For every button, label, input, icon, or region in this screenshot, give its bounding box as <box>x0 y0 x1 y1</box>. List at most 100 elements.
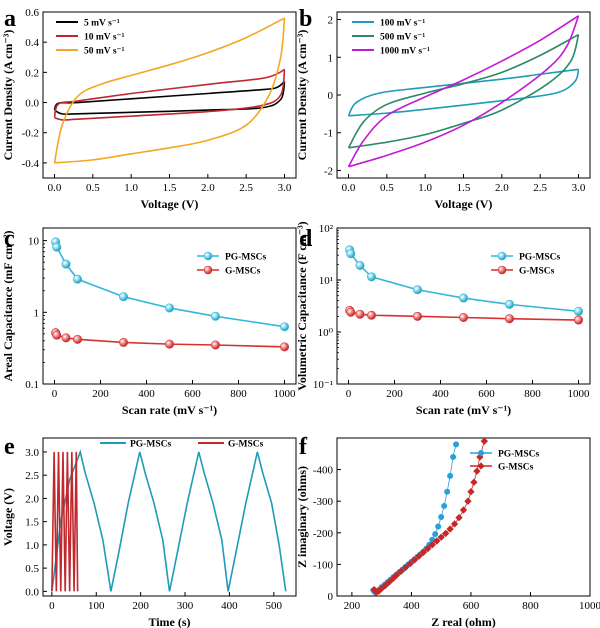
panel-f-data-point <box>453 441 460 448</box>
panel-a-cv-reverse-line <box>54 69 286 121</box>
panel-a-letter: a <box>4 6 16 32</box>
panel-e-xtick-label: 200 <box>132 600 149 612</box>
panel-f-data-point <box>415 552 423 560</box>
panel-a-legend-label: 50 mV s⁻¹ <box>84 47 125 57</box>
panel-e-ytick-label: 3.0 <box>25 447 39 459</box>
panel-c-xtick-label: 200 <box>92 388 109 400</box>
panel-a-xtick-label: 0.5 <box>86 182 100 194</box>
panel-f-ylabel: Z imaginary (ohms) <box>295 466 309 568</box>
panel-d-legend-marker <box>497 265 507 275</box>
panel-e-legend-label: PG-MSCs <box>130 440 171 450</box>
panel-f-data-point <box>397 567 405 576</box>
panel-f-data-point <box>450 520 459 528</box>
panel-f-data-point <box>467 488 475 496</box>
panel-c-data-point <box>61 259 71 269</box>
panel-b-ytick-label: 1 <box>328 52 334 64</box>
panel-b-ytick-label: -2 <box>324 165 333 177</box>
panel-d-data-point <box>412 285 422 295</box>
panel-d-data-point <box>355 309 365 319</box>
panel-c-ytick-label: 0.1 <box>25 379 39 391</box>
panel-b-legend-label: 1000 mV s⁻¹ <box>380 47 430 57</box>
panel-c-data-point <box>52 330 62 340</box>
panel-c-ytick-label: 10 <box>28 236 40 248</box>
panel-c-data-point <box>279 322 289 332</box>
panel-c-xtick-label: 400 <box>138 388 155 400</box>
panel-c-data-point <box>279 342 289 352</box>
panel-f-xtick-label: 600 <box>463 600 480 612</box>
panel-d-data-point <box>573 315 583 325</box>
panel-a-ylabel: Current Density (A cm⁻³) <box>1 30 15 161</box>
panel-d-xtick-label: 600 <box>478 388 495 400</box>
panel-b-ylabel: Current Density (A cm⁻³) <box>295 30 309 161</box>
panel-f-data-point <box>424 544 432 553</box>
panel-a-legend-label: 5 mV s⁻¹ <box>84 19 120 29</box>
panel-a-xtick-label: 3.0 <box>278 182 292 194</box>
panel-a-ytick-label: 0.4 <box>25 37 39 49</box>
panel-f-data-point <box>446 525 454 533</box>
panel-c-legend-label: G-MSCs <box>225 267 261 277</box>
panel-b-cv-forward-line <box>347 68 579 117</box>
panel-f-data-point <box>480 438 489 445</box>
panel-c-data-point <box>52 242 62 252</box>
panel-b-plot-area <box>347 15 580 168</box>
panel-c-data-point <box>211 340 221 350</box>
panel-a-cv-forward-line <box>53 68 285 118</box>
panel-f-data-point <box>441 529 450 538</box>
panel-c-xtick-label: 1000 <box>274 388 297 400</box>
panel-d-data-point <box>412 311 422 321</box>
panel-b-cv-reverse-line <box>348 69 580 117</box>
panel-e-xlabel: Time (s) <box>148 615 190 628</box>
panel-a-ytick-label: 0.2 <box>25 67 39 79</box>
panel-f-data-point <box>437 533 445 541</box>
panel-e-xtick-label: 500 <box>266 600 283 612</box>
panel-e-ytick-label: 1.5 <box>25 517 39 529</box>
panel-c-legend-marker <box>203 265 213 275</box>
panel-c-letter: c <box>4 226 15 252</box>
panel-f-data-point <box>433 537 441 545</box>
panel-f-ytick-label: 0 <box>328 591 334 603</box>
panel-d-xtick-label: 800 <box>524 388 541 400</box>
panel-b-cv-reverse-line <box>348 15 580 168</box>
panel-b-frame <box>336 11 591 179</box>
panel-b-xtick-label: 2.0 <box>495 182 509 194</box>
panel-f-data-point <box>428 541 436 549</box>
panel-d-ytick-label: 10² <box>319 223 334 235</box>
panel-c-legend-marker <box>203 251 213 261</box>
panel-f-series-line <box>373 441 485 593</box>
panel-f-data-point <box>459 506 468 514</box>
panel-d-data-point <box>355 261 365 271</box>
panel-f-data-point <box>438 514 445 520</box>
panel-d-data-point <box>458 293 468 303</box>
panel-d-legend-label: PG-MSCs <box>519 253 560 263</box>
panel-c-data-point <box>211 311 221 321</box>
panel-f-legend-label: G-MSCs <box>498 463 534 473</box>
panel-f-data-point <box>410 556 419 564</box>
panel-d-xlabel: Scan rate (mV s⁻¹) <box>416 403 511 417</box>
panel-e-ytick-label: 0.0 <box>25 586 39 598</box>
panel-f-xlabel: Z real (ohm) <box>431 615 495 628</box>
panel-e-letter: e <box>4 434 15 460</box>
panel-d-data-point <box>346 307 356 317</box>
panel-c-ytick-label: 1 <box>34 307 40 319</box>
panel-f-data-point <box>444 488 451 495</box>
panel-e-xtick-label: 100 <box>88 600 105 612</box>
panel-f-xtick-label: 400 <box>403 600 420 612</box>
panel-b-xlabel: Voltage (V) <box>435 197 493 211</box>
panel-f-frame <box>336 437 591 597</box>
panel-d-data-point <box>366 272 376 282</box>
panel-d-data-point <box>573 306 583 316</box>
panel-d-data-point <box>346 249 356 259</box>
panel-f-data-point <box>470 478 478 486</box>
panel-f-ytick-label: -300 <box>313 496 334 508</box>
panel-a-frame <box>42 11 297 179</box>
panel-d-ytick-label: 10¹ <box>319 275 333 287</box>
panel-e-ytick-label: 1.0 <box>25 540 39 552</box>
panel-f-data-point <box>473 467 481 475</box>
panel-a-legend-label: 10 mV s⁻¹ <box>84 33 125 43</box>
panel-d-legend-marker <box>497 251 507 261</box>
panel-a-cv-forward-line <box>53 17 285 164</box>
panel-f-legend-marker <box>477 462 485 470</box>
panel-b-legend-label: 500 mV s⁻¹ <box>380 33 425 43</box>
panel-b-xtick-label: 2.5 <box>533 182 547 194</box>
panel-e-xtick-label: 400 <box>221 600 238 612</box>
